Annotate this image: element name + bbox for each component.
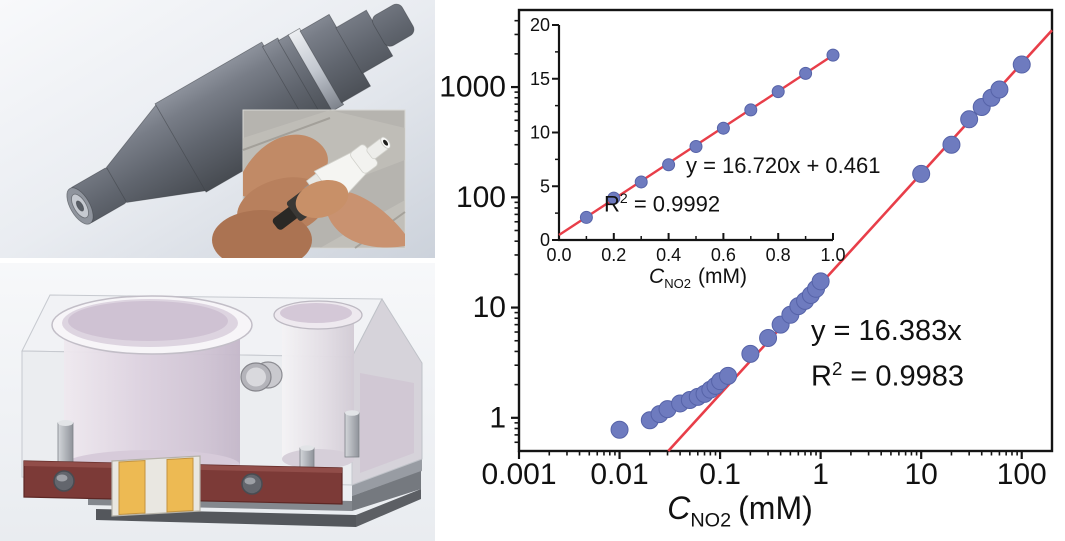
probe-tip-hole [75, 200, 85, 212]
inset-data-point [799, 66, 813, 80]
data-point [741, 344, 760, 363]
data-point [811, 272, 830, 291]
base-plate-top [352, 459, 422, 496]
pin [344, 412, 360, 458]
inset-data-point [744, 103, 758, 117]
inset-x-tick-label: 0.0 [546, 245, 571, 265]
thumb [326, 191, 405, 248]
inset-data-point [579, 210, 593, 224]
inset-y-tick-label: 15 [530, 69, 550, 89]
x-tick-label: 0.01 [590, 458, 648, 491]
side-port-hole [240, 361, 283, 392]
nozzle-hole [383, 139, 389, 146]
flow-cell-cad-panel [0, 263, 435, 541]
probe-cable [272, 206, 299, 230]
main-bore [51, 295, 253, 480]
data-point [1012, 55, 1031, 74]
inset-x-tick-label: 0.8 [766, 245, 791, 265]
main-plot-frame [517, 8, 1054, 453]
y-tick-label: 10 [473, 291, 506, 324]
inset-data-point [607, 191, 621, 205]
inset-data-point [634, 175, 648, 189]
inset-y-tick-label: 20 [530, 15, 550, 35]
probe-photo-inset [212, 109, 406, 258]
probe-cad-image [0, 0, 435, 258]
inset-x-axis-label: CNO2 (mM) [649, 265, 747, 292]
thumb-tip [295, 179, 349, 219]
data-point [942, 135, 961, 154]
inset-x-tick-label: 0.6 [711, 245, 736, 265]
inset-data-point [771, 85, 785, 99]
flow-cell-cad-image [0, 263, 435, 541]
gold-electrode [111, 455, 201, 517]
inset-y-tick-label: 5 [540, 176, 550, 196]
inset-x-tick-label: 0.2 [601, 245, 626, 265]
inset-data-point [689, 139, 703, 153]
inset-data-point [826, 48, 840, 62]
data-point [912, 164, 931, 183]
x-tick-label: 0.1 [699, 458, 741, 491]
inset-x-tick-label: 0.4 [656, 245, 681, 265]
x-tick-label: 100 [997, 458, 1047, 491]
y-tick-label: 100 [456, 181, 506, 214]
electrode-board [23, 455, 343, 517]
r-squared-text: R2 = 0.9983 [811, 358, 965, 393]
inset-r-squared-text: R2 = 0.9992 [604, 190, 721, 217]
data-point [759, 328, 778, 347]
data-point [960, 110, 979, 129]
equation-text: y = 16.383x [811, 315, 962, 347]
x-tick-label: 0.001 [481, 458, 556, 491]
y-tick-label: 1 [489, 401, 506, 434]
inset-y-tick-label: 0 [540, 230, 550, 250]
data-point [610, 420, 629, 439]
calibration-chart: 0.001 0.01 0.1 1 10 100 1 10 100 1000 0.0 0.2 0.4 0.6… [440, 0, 1065, 541]
main-fit-equation: y = 16.383x R2 = 0.9983 [811, 312, 964, 396]
inset-fit-equation: y = 16.720x + 0.461 [686, 153, 881, 178]
inset-data-point [716, 121, 730, 135]
main-x-axis-label: CNO2 (mM) [667, 490, 813, 532]
inset-data-point [662, 158, 676, 172]
inset-y-tick-label: 10 [530, 123, 550, 143]
x-tick-label: 10 [904, 458, 937, 491]
probe-cad-panel [0, 0, 435, 258]
probe-end-stub [372, 3, 415, 47]
inset-x-tick-label: 1.0 [820, 245, 845, 265]
y-tick-label: 1000 [440, 71, 506, 104]
x-tick-label: 1 [812, 458, 829, 491]
probe-body [66, 3, 415, 225]
data-point [719, 366, 738, 385]
data-point [990, 80, 1009, 99]
